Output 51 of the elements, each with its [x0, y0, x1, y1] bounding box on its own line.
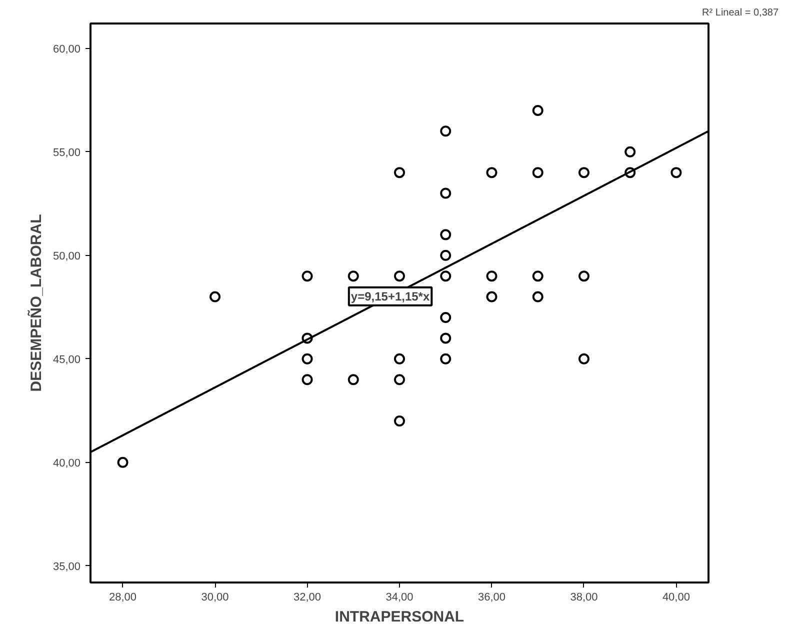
x-axis-title: INTRAPERSONAL — [334, 608, 464, 626]
x-tick-label: 40,00 — [662, 592, 690, 604]
point — [440, 188, 452, 199]
point — [348, 374, 359, 386]
point — [348, 270, 359, 282]
point — [394, 416, 405, 426]
point — [532, 167, 544, 178]
point — [440, 353, 452, 364]
point — [394, 270, 405, 282]
point — [670, 167, 682, 178]
point — [210, 291, 221, 302]
point — [486, 291, 498, 302]
text: R² Lineal = 0,387 — [702, 8, 779, 18]
point — [440, 270, 452, 282]
point — [486, 167, 498, 178]
y-tick-label: 35,00 — [52, 560, 81, 573]
y-tick-label: 45,00 — [52, 354, 81, 366]
point — [394, 353, 405, 364]
point — [486, 270, 498, 282]
x-tick-label: 32,00 — [294, 592, 322, 604]
y-tick-label: 60,00 — [52, 43, 81, 56]
point — [624, 167, 636, 178]
point — [302, 353, 313, 364]
point — [440, 312, 452, 323]
point — [532, 270, 544, 282]
point — [440, 250, 452, 261]
y-tick-label: 55,00 — [52, 146, 81, 159]
point — [578, 270, 590, 282]
point — [302, 270, 313, 282]
point — [440, 332, 452, 344]
x-tick-label: 34,00 — [386, 592, 414, 604]
point — [302, 374, 313, 386]
point — [532, 104, 544, 116]
y-tick-label: 50,00 — [52, 250, 81, 262]
point — [117, 456, 128, 468]
x-tick-label: 28,00 — [109, 592, 137, 604]
annotation: y=9,15+1,15*x — [350, 289, 430, 304]
point — [578, 353, 590, 364]
point — [532, 291, 544, 302]
point — [624, 146, 636, 158]
point — [394, 167, 405, 178]
y-tick-label: 40,00 — [52, 457, 81, 470]
point — [440, 126, 452, 137]
x-tick-label: 38,00 — [570, 592, 598, 604]
y-axis-title: DESEMPEÑO_LABORAL — [26, 214, 45, 392]
point — [394, 374, 405, 386]
x-tick-label: 30,00 — [201, 592, 229, 604]
x-tick-label: 36,00 — [478, 592, 506, 604]
point — [578, 167, 590, 178]
point — [302, 332, 313, 344]
point — [440, 229, 452, 240]
